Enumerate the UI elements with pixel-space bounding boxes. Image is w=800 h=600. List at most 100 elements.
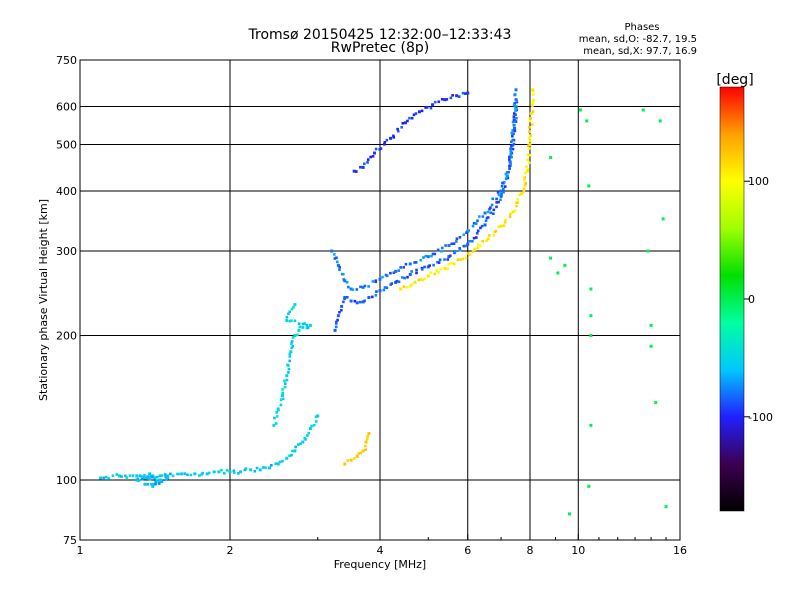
data-point — [424, 106, 427, 109]
data-point — [149, 483, 153, 486]
data-point — [589, 287, 593, 291]
data-point — [291, 345, 295, 348]
data-point — [117, 474, 121, 478]
data-point — [450, 261, 454, 265]
x-tick-label: 1 — [77, 544, 84, 557]
data-point — [587, 484, 591, 488]
data-point — [392, 271, 396, 275]
data-point — [523, 184, 527, 187]
data-point — [363, 162, 366, 166]
data-point — [383, 286, 387, 289]
data-point — [507, 170, 510, 174]
data-point — [148, 477, 152, 481]
data-point — [499, 198, 502, 202]
data-point — [524, 171, 527, 175]
data-point — [497, 193, 501, 197]
data-point — [528, 119, 532, 123]
data-point — [189, 473, 193, 477]
data-point — [480, 224, 484, 228]
data-point — [334, 322, 338, 325]
data-point — [261, 466, 265, 469]
data-point — [353, 299, 357, 303]
data-point — [425, 106, 429, 109]
data-point — [503, 220, 507, 224]
data-point — [308, 427, 312, 431]
data-point — [464, 256, 468, 260]
data-point — [499, 224, 503, 228]
data-point — [466, 252, 470, 255]
data-point — [527, 161, 531, 164]
data-point — [522, 187, 526, 190]
data-point — [511, 210, 515, 214]
data-point — [664, 505, 668, 509]
colorbar-tick-label: 100 — [748, 175, 769, 188]
data-point — [500, 184, 504, 188]
data-point — [486, 237, 490, 241]
data-point — [279, 398, 283, 402]
data-point — [140, 477, 144, 481]
data-point — [512, 115, 516, 118]
data-point — [509, 147, 512, 151]
data-point — [366, 158, 370, 161]
data-point — [279, 403, 283, 407]
data-point — [490, 203, 494, 207]
data-point — [457, 95, 461, 98]
data-point — [343, 462, 347, 466]
data-point — [462, 233, 466, 237]
y-tick-label: 400 — [56, 185, 77, 198]
data-point — [314, 420, 318, 423]
data-point — [443, 258, 446, 261]
data-point — [334, 325, 338, 329]
data-point — [525, 165, 528, 168]
data-point — [338, 265, 341, 269]
data-point — [439, 250, 443, 253]
data-point — [489, 206, 492, 209]
data-points — [99, 88, 668, 516]
data-point — [475, 231, 479, 235]
data-point — [495, 205, 498, 209]
data-point — [431, 252, 435, 256]
data-point — [495, 197, 498, 201]
data-point — [448, 254, 452, 258]
data-point — [343, 279, 347, 283]
data-point — [509, 150, 513, 153]
data-point — [419, 258, 423, 262]
data-point — [169, 472, 172, 476]
data-point — [508, 164, 511, 168]
data-point — [468, 239, 472, 243]
data-point — [513, 126, 517, 130]
data-point — [333, 257, 337, 260]
data-point — [497, 200, 500, 204]
data-point — [526, 153, 530, 157]
x-tick-label: 2 — [227, 544, 234, 557]
data-point — [423, 265, 426, 269]
data-point — [510, 151, 514, 155]
data-point — [512, 104, 516, 107]
data-point — [153, 477, 156, 480]
data-point — [522, 190, 526, 193]
data-point — [408, 116, 411, 120]
data-point — [578, 108, 582, 112]
data-point — [385, 286, 389, 290]
data-point — [468, 253, 472, 257]
data-point — [458, 247, 461, 250]
data-point — [128, 474, 132, 477]
data-point — [349, 299, 353, 303]
data-point — [232, 469, 236, 473]
data-point — [433, 100, 437, 104]
data-point — [296, 443, 300, 446]
data-point — [399, 287, 403, 291]
data-point — [483, 211, 487, 215]
data-point — [495, 201, 498, 204]
data-point — [526, 168, 530, 172]
data-point — [276, 462, 280, 466]
data-point — [433, 252, 437, 256]
data-point — [452, 242, 456, 245]
data-point — [228, 470, 232, 474]
data-point — [410, 116, 414, 120]
data-point — [492, 208, 496, 212]
data-point — [512, 124, 516, 127]
data-point — [395, 279, 399, 283]
data-point — [464, 244, 468, 248]
data-point — [160, 480, 164, 484]
